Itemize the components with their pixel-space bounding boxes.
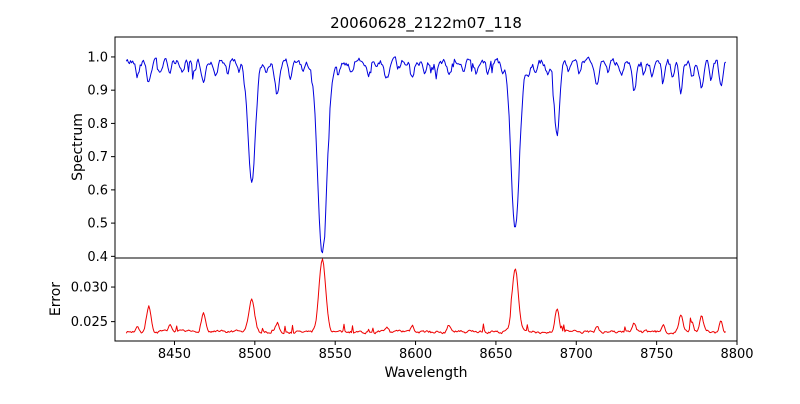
y-tick-label-spectrum: 1.0 <box>87 50 108 65</box>
axis-ticks: 8450 8500 8550 8600 8650 8700 8750 8800 0.4 0.5 0.… <box>71 50 754 362</box>
spectrum-line <box>125 56 727 254</box>
x-tick-label: 8500 <box>238 347 271 362</box>
x-tick-label: 8600 <box>399 347 432 362</box>
y-tick-label-spectrum: 0.8 <box>87 117 108 132</box>
chart-title: 20060628_2122m07_118 <box>330 14 522 33</box>
error-panel-border <box>114 257 738 342</box>
y-tick-label-spectrum: 0.6 <box>87 183 108 198</box>
y-tick-label-spectrum: 0.9 <box>87 84 108 99</box>
y-axis-label-spectrum: Spectrum <box>70 113 86 181</box>
x-tick-label: 8650 <box>479 347 512 362</box>
x-tick-label: 8750 <box>640 347 673 362</box>
y-tick-label-spectrum: 0.5 <box>87 217 108 232</box>
y-tick-label-spectrum: 0.7 <box>87 150 108 165</box>
x-axis-label: Wavelength <box>384 365 467 381</box>
error-line <box>125 258 727 335</box>
x-tick-label: 8700 <box>560 347 593 362</box>
x-tick-label: 8800 <box>720 347 753 362</box>
y-tick-label-spectrum: 0.4 <box>87 250 108 265</box>
y-tick-label-error: 0.030 <box>71 281 108 296</box>
y-tick-label-error: 0.025 <box>71 315 108 330</box>
y-axis-label-error: Error <box>48 282 64 316</box>
x-tick-label: 8550 <box>319 347 352 362</box>
x-tick-label: 8450 <box>158 347 191 362</box>
